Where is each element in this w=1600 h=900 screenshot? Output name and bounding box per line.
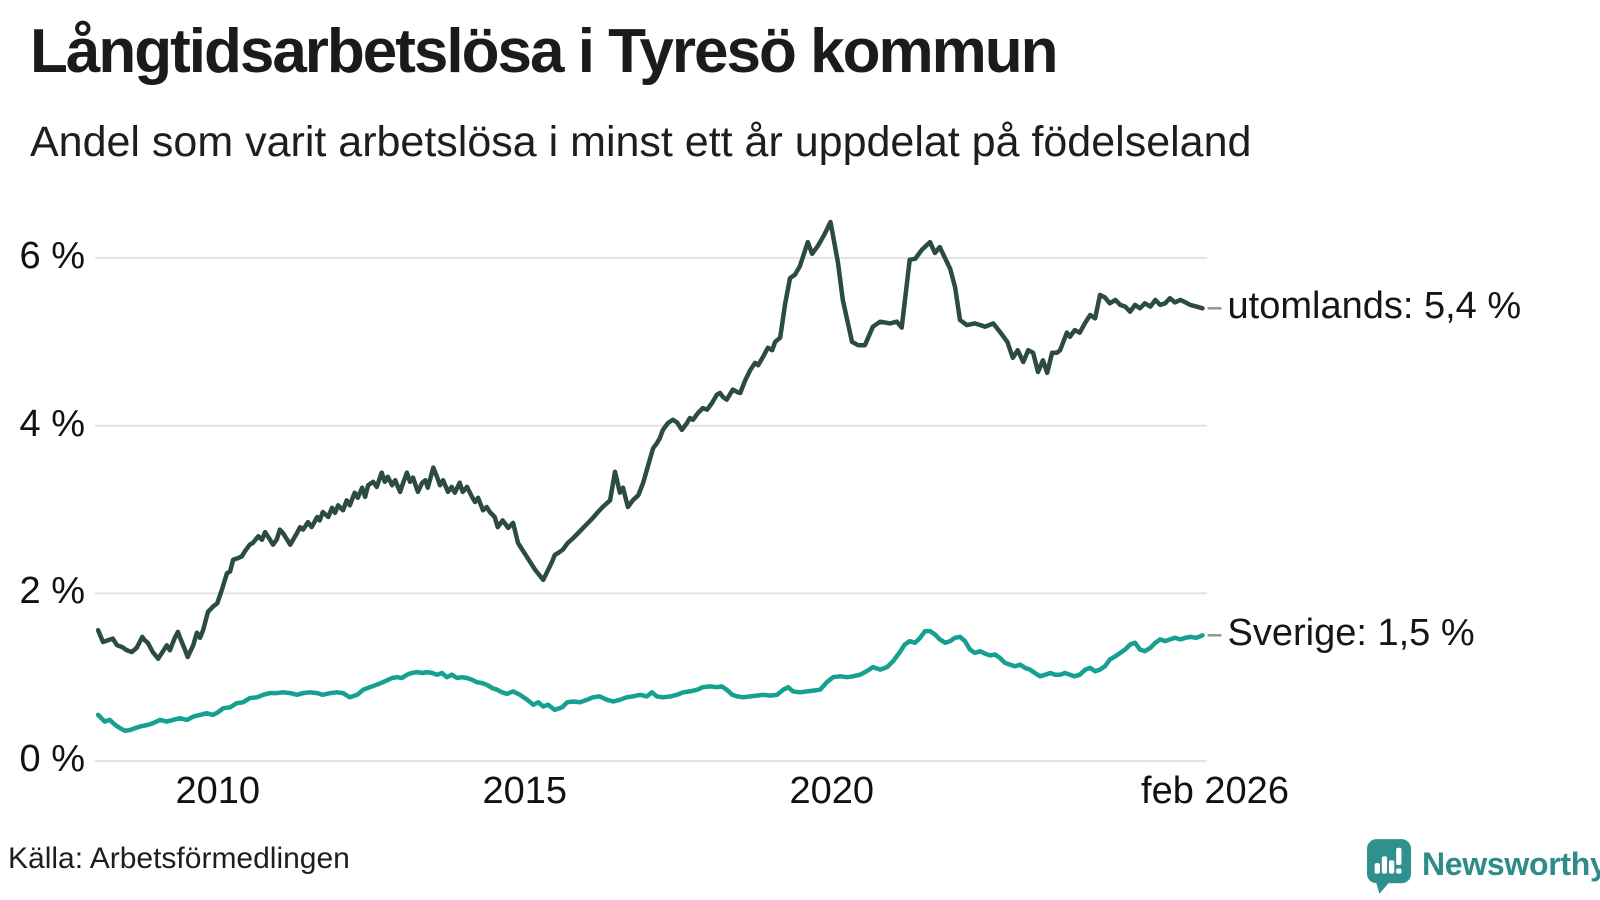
source-note: Källa: Arbetsförmedlingen — [8, 842, 350, 875]
series-end-label-utomlands: utomlands: 5,4 % — [1227, 285, 1522, 328]
y-axis-tick-label: 4 % — [19, 402, 85, 445]
y-axis-tick-label: 2 % — [19, 570, 85, 613]
series-end-label-Sverige: Sverige: 1,5 % — [1227, 612, 1475, 655]
line-Sverige — [95, 628, 1205, 734]
x-axis-tick-label: feb 2026 — [1141, 770, 1289, 812]
x-axis-tick-label: 2020 — [789, 770, 874, 812]
newsworthy-logo-text: Newsworthy — [1422, 846, 1600, 882]
y-axis-tick-label: 0 % — [19, 738, 85, 780]
chart-subtitle: Andel som varit arbetslösa i minst ett å… — [30, 118, 1252, 166]
newsworthy-logo[interactable]: Newsworthy — [1366, 838, 1600, 899]
page-title: Långtidsarbetslösa i Tyresö kommun — [30, 17, 1058, 86]
line-utomlands — [95, 219, 1205, 661]
y-axis-tick-label: 6 % — [19, 235, 85, 277]
x-axis-tick-label: 2015 — [482, 770, 568, 812]
newsworthy-logo-icon — [1366, 838, 1412, 899]
x-axis-tick-label: 2010 — [175, 770, 261, 812]
